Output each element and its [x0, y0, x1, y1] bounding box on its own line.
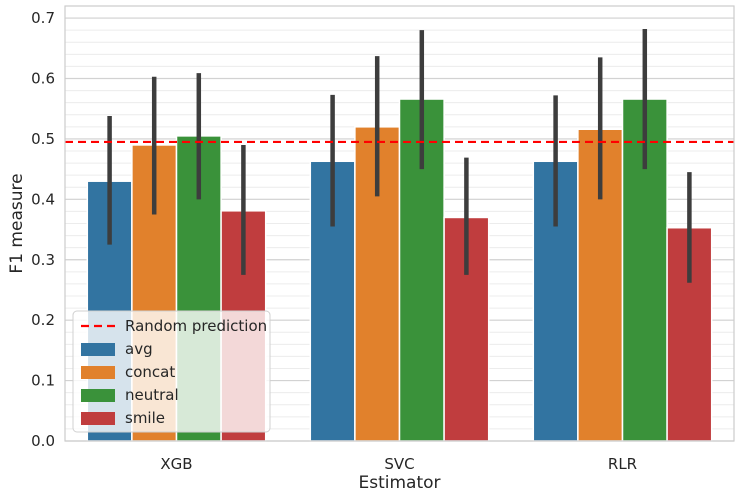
y-axis-label: F1 measure [7, 173, 27, 273]
legend-swatch-smile [81, 412, 115, 425]
y-tick-label: 0.6 [31, 70, 55, 88]
legend-label-smile: smile [125, 409, 165, 427]
y-tick-label: 0.5 [31, 130, 55, 148]
y-tick-label: 0.7 [31, 9, 55, 27]
legend-swatch-avg [81, 343, 115, 356]
legend-label-avg: avg [125, 340, 153, 358]
x-tick-label: XGB [160, 455, 192, 473]
x-tick-labels: XGB SVC RLR [160, 455, 637, 473]
y-tick-label: 0.2 [31, 311, 55, 329]
y-tick-label: 0.3 [31, 251, 55, 269]
legend-swatch-neutral [81, 389, 115, 402]
x-tick-label: SVC [384, 455, 414, 473]
legend: Random prediction avg concat neutral smile [72, 310, 271, 433]
legend-swatch-concat [81, 366, 115, 379]
x-tick-label: RLR [608, 455, 637, 473]
legend-label-random-prediction: Random prediction [125, 317, 267, 335]
legend-box [72, 310, 271, 433]
error-bars-layer [107, 28, 692, 283]
legend-label-neutral: neutral [125, 386, 179, 404]
legend-label-concat: concat [125, 363, 175, 381]
x-axis-label: Estimator [358, 473, 440, 493]
plot-frame [64, 5, 735, 442]
y-tick-label: 0.4 [31, 190, 55, 208]
y-tick-label: 0.1 [31, 372, 55, 390]
y-tick-label: 0.0 [31, 432, 55, 450]
y-tick-labels: 0.0 0.1 0.2 0.3 0.4 0.5 0.6 0.7 [31, 9, 55, 450]
